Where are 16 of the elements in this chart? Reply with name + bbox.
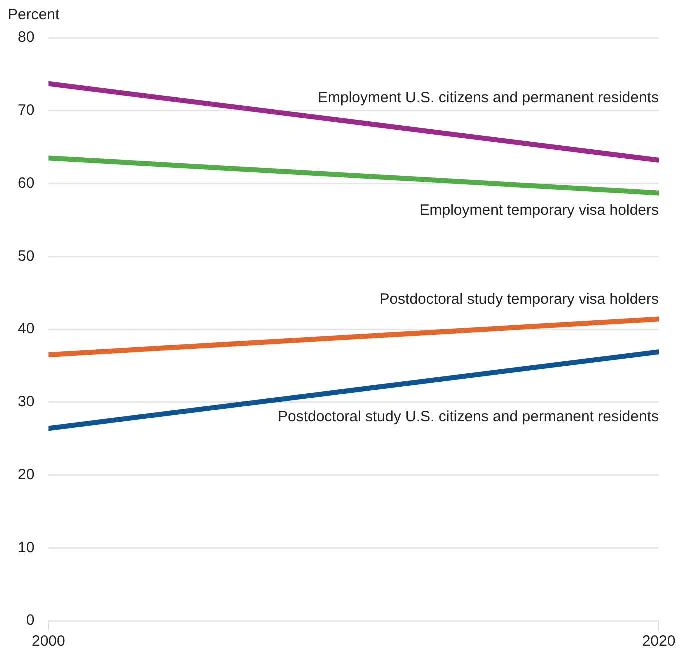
series-label: Postdoctoral study temporary visa holders [380,290,659,308]
y-tick-label: 10 [18,539,35,556]
series-label: Postdoctoral study U.S. citizens and permanent residents [278,408,659,426]
y-tick-label: 30 [18,394,35,411]
x-tick-label: 2020 [642,633,676,650]
y-tick-label: 70 [18,102,35,120]
y-tick-label: 20 [18,466,35,484]
series-label: Employment U.S. citizens and permanent residents [318,89,659,106]
y-tick-label: 40 [18,320,35,338]
series-label: Employment temporary visa holders [420,202,659,219]
y-tick-label: 0 [26,612,35,630]
y-tick-label: 60 [18,174,35,192]
y-axis-title: Percent [8,6,61,24]
y-tick-label: 50 [18,248,35,265]
x-tick-label: 2000 [32,633,66,650]
y-tick-label: 80 [18,29,35,46]
